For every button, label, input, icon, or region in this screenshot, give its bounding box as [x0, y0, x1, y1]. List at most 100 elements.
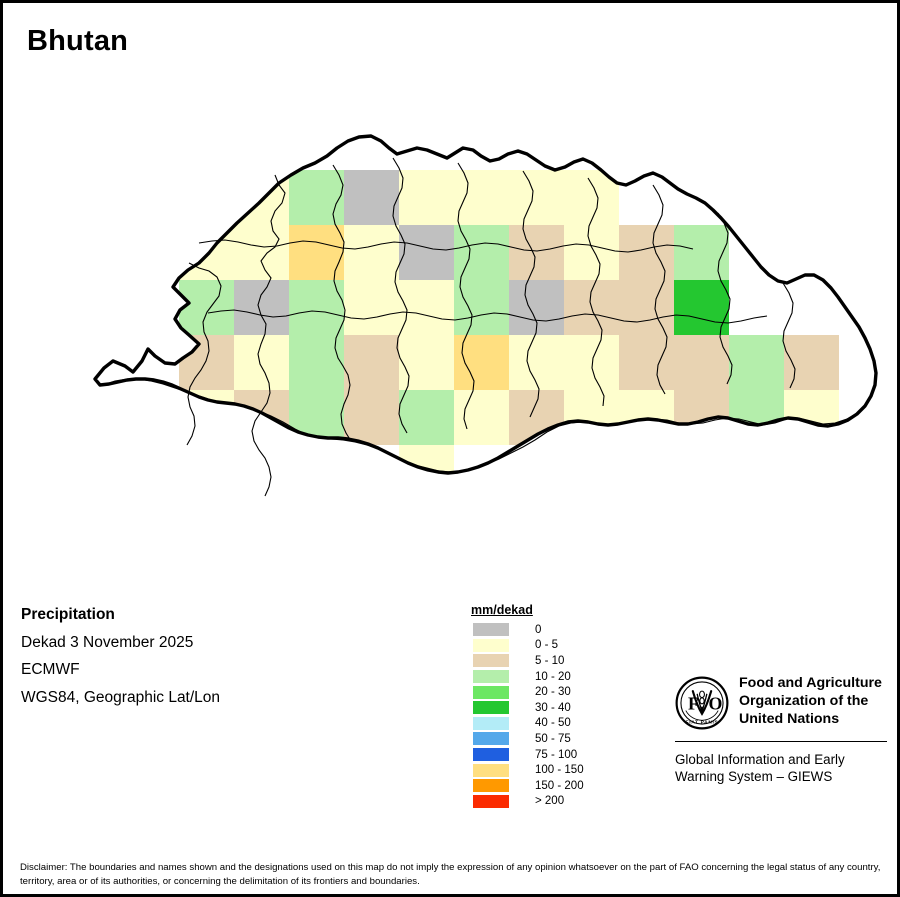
giews-name: Global Information and Early Warning Sys…	[675, 751, 887, 786]
legend-swatch	[473, 701, 509, 715]
legend-label: 10 - 20	[535, 670, 571, 683]
precipitation-cell	[234, 280, 289, 335]
map-canvas	[93, 134, 878, 497]
precipitation-cell	[564, 225, 619, 280]
info-period: Dekad 3 November 2025	[21, 633, 194, 651]
legend-label: 5 - 10	[535, 654, 565, 667]
svg-text:O: O	[708, 693, 722, 713]
legend-row: 20 - 30	[473, 684, 643, 700]
precipitation-cell	[454, 280, 509, 335]
national-boundary	[93, 134, 878, 475]
precipitation-cell	[619, 225, 674, 280]
legend-swatch	[473, 779, 509, 793]
legend-row: 150 - 200	[473, 778, 643, 794]
legend-swatch	[473, 670, 509, 684]
precipitation-cell	[674, 335, 729, 390]
legend-row: 0	[473, 622, 643, 638]
legend-row: 75 - 100	[473, 747, 643, 763]
precipitation-cell	[729, 390, 784, 445]
legend-swatch	[473, 716, 509, 730]
precipitation-cell	[454, 170, 509, 225]
legend-row: 10 - 20	[473, 669, 643, 685]
precipitation-cell	[509, 225, 564, 280]
legend-row: 40 - 50	[473, 716, 643, 732]
precipitation-cell	[729, 335, 784, 390]
precipitation-cell	[399, 280, 454, 335]
fao-logo-icon: F O FIAT PANIS	[675, 676, 729, 730]
precipitation-cell	[564, 390, 619, 445]
legend-title: mm/dekad	[471, 603, 533, 617]
legend-label: 20 - 30	[535, 686, 571, 699]
precipitation-cell	[234, 390, 289, 445]
legend-label: 75 - 100	[535, 748, 578, 761]
precipitation-cell	[454, 390, 509, 445]
legend-row: 30 - 40	[473, 700, 643, 716]
precipitation-cell	[344, 280, 399, 335]
legend-swatch	[473, 638, 509, 652]
fao-branding: F O FIAT PANIS Food and Agriculture Orga…	[675, 675, 887, 786]
precipitation-cell	[399, 390, 454, 445]
precipitation-cell	[509, 170, 564, 225]
fao-org-line-2: Organization of the	[739, 692, 869, 709]
precipitation-cell	[619, 280, 674, 335]
map-info-block: Precipitation Dekad 3 November 2025 ECMW…	[21, 606, 351, 716]
precipitation-cell	[179, 335, 234, 390]
legend-row: 0 - 5	[473, 638, 643, 654]
fao-org-line-3: United Nations	[739, 710, 840, 727]
legend-rows: 0 0 - 5 5 - 10 10 - 20 20 - 30 30 - 40 40 - 50…	[473, 622, 643, 809]
legend-swatch	[473, 623, 509, 637]
fao-divider	[675, 741, 887, 742]
precipitation-cell	[234, 225, 289, 280]
legend-label: 150 - 200	[535, 779, 584, 792]
legend-label: > 200	[535, 795, 565, 808]
legend-label: 0	[535, 623, 542, 636]
precipitation-cell	[179, 280, 234, 335]
legend-row: 5 - 10	[473, 653, 643, 669]
legend-swatch	[473, 748, 509, 762]
precipitation-cell	[344, 170, 399, 225]
giews-line-1: Global Information and Early	[675, 752, 845, 767]
legend-label: 30 - 40	[535, 701, 571, 714]
precipitation-cell	[344, 335, 399, 390]
precipitation-cell	[289, 170, 344, 225]
legend-label: 50 - 75	[535, 732, 571, 745]
precipitation-cell	[124, 390, 179, 445]
precipitation-cell	[289, 225, 344, 280]
legend-row: 100 - 150	[473, 762, 643, 778]
precipitation-cell	[289, 280, 344, 335]
disclaimer-text: Disclaimer: The boundaries and names sho…	[20, 862, 881, 888]
info-variable: Precipitation	[21, 606, 115, 623]
legend-swatch	[473, 685, 509, 699]
legend-label: 100 - 150	[535, 764, 584, 777]
fao-logo-motto: FIAT PANIS	[686, 720, 719, 726]
precipitation-cell	[344, 390, 399, 445]
info-projection: WGS84, Geographic Lat/Lon	[21, 688, 221, 706]
precipitation-raster	[124, 170, 839, 473]
legend-label: 40 - 50	[535, 717, 571, 730]
precipitation-cell	[399, 170, 454, 225]
precipitation-cell	[399, 335, 454, 390]
svg-text:F: F	[688, 693, 699, 713]
precipitation-cell	[674, 280, 729, 335]
info-source: ECMWF	[21, 661, 80, 679]
legend-swatch	[473, 763, 509, 777]
precipitation-cell	[454, 335, 509, 390]
fao-organization-name: Food and Agriculture Organization of the…	[739, 675, 882, 729]
precipitation-cell	[674, 225, 729, 280]
precipitation-cell	[619, 335, 674, 390]
fao-org-line-1: Food and Agriculture	[739, 675, 882, 691]
precipitation-cell	[344, 225, 399, 280]
legend-row: 50 - 75	[473, 731, 643, 747]
precipitation-cell	[509, 335, 564, 390]
legend-swatch	[473, 732, 509, 746]
precipitation-cell	[399, 225, 454, 280]
precipitation-map	[3, 123, 897, 543]
map-legend: mm/dekad 0 0 - 5 5 - 10 10 - 20 20 - 30 30 - …	[471, 603, 643, 809]
precipitation-cell	[564, 335, 619, 390]
page-title: Bhutan	[27, 25, 129, 57]
legend-swatch	[473, 794, 509, 808]
legend-label: 0 - 5	[535, 639, 559, 652]
giews-line-2: Warning System – GIEWS	[675, 769, 833, 785]
legend-swatch	[473, 654, 509, 668]
